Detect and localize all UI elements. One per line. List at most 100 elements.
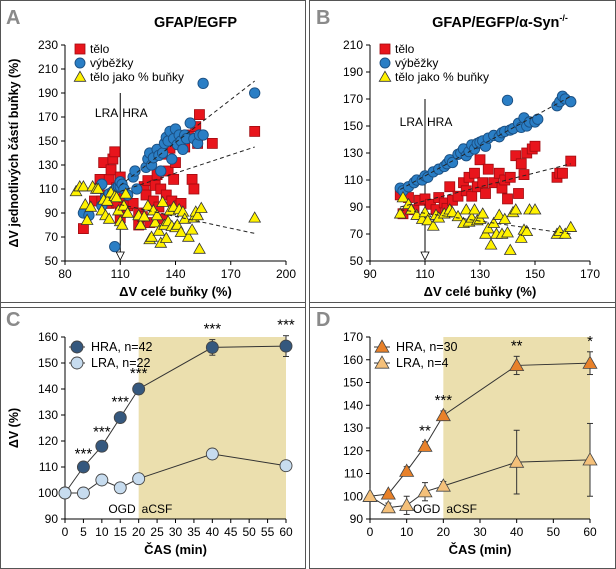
data-point [504,171,516,183]
data-point [91,182,105,194]
data-point [249,87,261,99]
x-tick-label: 150 [525,267,545,281]
data-point [119,187,133,199]
data-point [115,218,129,230]
y-tick-label: 190 [38,86,58,100]
panel-letter: B [316,7,330,29]
data-point [532,113,544,125]
trendline [120,146,255,192]
data-point [509,454,525,468]
legend-label: tělo jako % buňky [395,70,489,84]
chart-title: GFAP/EGFP/α-Syn-/- [432,13,568,31]
trendline [400,209,571,235]
data-point [404,203,418,215]
x-tick-label: 110 [415,267,434,281]
divider-label-lra: LRA [95,106,118,120]
data-point [95,439,109,453]
x-tick-label: 25 [150,525,164,539]
data-point [110,190,124,203]
x-tick-label: 60 [583,525,597,539]
data-point [205,340,219,354]
y-tick-label: 110 [344,173,363,187]
data-point [197,129,209,141]
acsf-shade [138,337,286,519]
legend-label: tělo [395,42,415,56]
x-tick-label: 50 [547,525,561,539]
data-point [510,150,522,162]
data-point [205,447,219,461]
legend-marker [379,57,391,69]
data-point [113,481,127,495]
x-tick-label: 40 [206,525,220,539]
data-point [380,486,396,500]
x-tick-label: 45 [224,525,238,539]
legend-marker [74,57,86,69]
data-point [279,459,293,473]
data-point [393,207,407,219]
significance-stars: *** [93,423,111,440]
data-point [502,193,513,205]
y-tick-label: 70 [45,230,59,244]
y-tick-label: 100 [343,489,363,503]
phase-label-ogd: OGD [413,502,441,516]
x-axis-label: ČAS (min) [449,542,512,557]
legend-label: tělo jako % buňky [90,70,184,84]
phase-label-acsf: aCSF [142,502,173,516]
legend-marker [379,43,391,55]
trendline [120,204,255,234]
x-tick-label: 20 [132,525,146,539]
significance-stars: *** [130,365,148,382]
data-point [95,473,109,487]
legend-label: HRA, n=42 [91,340,153,354]
data-point [444,181,456,193]
x-tick-label: 90 [363,267,377,281]
x-tick-label: 110 [111,267,130,281]
data-point [477,177,489,189]
x-tick-label: 140 [165,267,185,281]
divider-arrow [420,251,430,261]
y-tick-label: 170 [343,330,363,344]
data-point [582,452,598,466]
y-tick-label: 190 [343,65,363,79]
data-point [152,224,166,236]
y-tick-label: 50 [350,254,364,268]
legend-label: výběžky [90,56,133,70]
data-point [492,208,506,220]
y-axis-label: ΔV jednotlivých částí buňky (%) [7,59,21,248]
data-point [565,155,577,167]
data-point [518,169,530,181]
y-tick-label: 100 [38,486,58,500]
legend-label: výběžky [395,56,438,70]
data-point [206,137,218,149]
data-point [160,189,172,201]
data-point [459,203,473,215]
data-point [529,140,541,152]
data-point [174,225,188,237]
trendline [119,80,255,186]
data-point [528,203,542,215]
data-point [177,143,189,156]
y-tick-label: 110 [39,182,58,196]
x-tick-label: 55 [261,525,275,539]
x-axis-label: ΔV celé buňky (%) [119,284,232,299]
data-point [132,382,146,396]
data-point [446,156,459,169]
legend-marker [378,70,392,82]
data-point [484,238,498,250]
data-point [181,230,195,242]
y-tick-label: 150 [38,356,58,370]
x-tick-label: 35 [187,525,201,539]
data-point [451,209,465,222]
x-tick-label: 15 [114,525,128,539]
x-tick-label: 10 [95,525,109,539]
data-point [102,212,116,224]
data-point [399,497,415,511]
y-tick-label: 120 [38,434,58,448]
series-triangle [393,190,578,255]
data-point [474,154,486,166]
data-point [155,165,167,177]
data-point [155,183,167,195]
y-tick-label: 110 [344,467,363,481]
panel-a [0,0,306,308]
